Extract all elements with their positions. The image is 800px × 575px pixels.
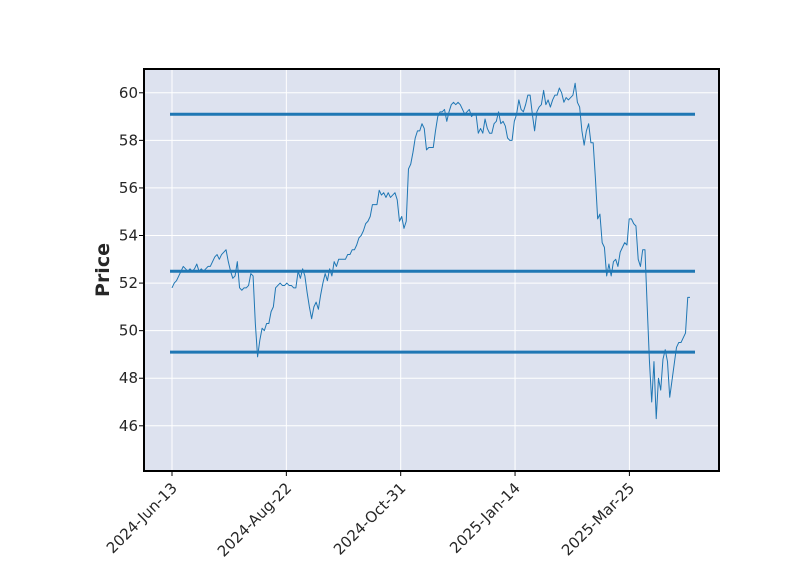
x-tick-label: 2024-Jun-13 — [103, 479, 181, 557]
y-tick-label: 46 — [119, 417, 138, 435]
y-tick-label: 52 — [119, 274, 138, 292]
y-axis-ticks: 46 48 50 52 54 56 58 60 — [119, 84, 144, 435]
x-tick-label: 2025-Jan-14 — [446, 479, 524, 557]
y-tick-label: 48 — [119, 369, 138, 387]
y-axis-label: Price — [92, 243, 114, 297]
x-tick-label: 2024-Aug-22 — [214, 479, 295, 560]
x-tick-label: 2024-Oct-31 — [330, 479, 410, 559]
x-axis-ticks: 2024-Jun-13 2024-Aug-22 2024-Oct-31 2025-Ja… — [103, 471, 638, 560]
plot-frame — [143, 68, 720, 472]
y-tick-label: 56 — [119, 179, 138, 197]
y-tick-label: 50 — [119, 322, 138, 340]
y-tick-label: 58 — [119, 131, 138, 149]
price-series-line — [171, 82, 690, 420]
y-tick-label: 60 — [119, 84, 138, 102]
x-tick-label: 2025-Mar-25 — [558, 479, 638, 559]
y-tick-label: 54 — [119, 227, 138, 245]
